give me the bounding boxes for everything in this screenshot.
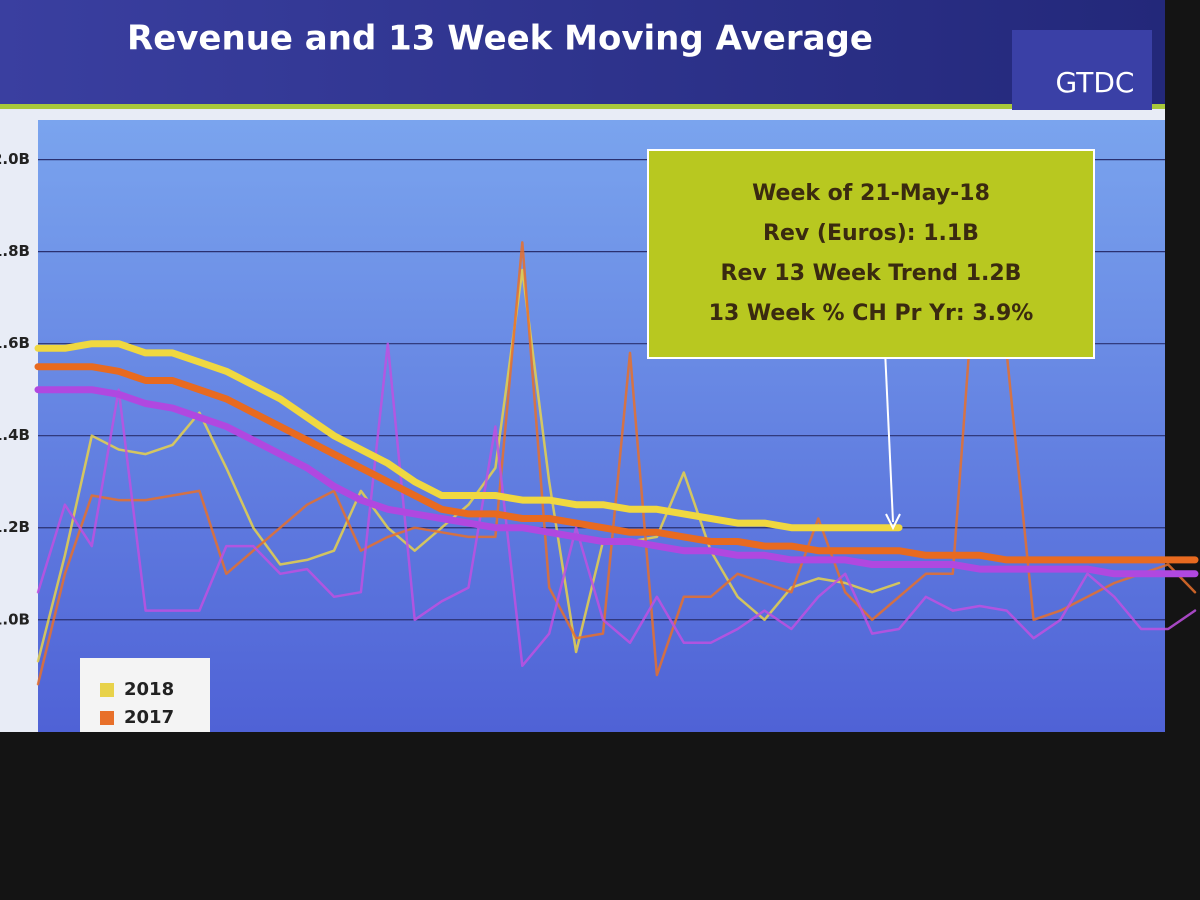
logo-box	[1012, 30, 1152, 110]
legend-swatch	[100, 683, 114, 697]
annotation-box	[647, 149, 1095, 359]
legend: 2018 2017	[80, 658, 210, 732]
annotation: Week of 21-May-18 Rev (Euros): 1.1B Rev …	[647, 149, 1095, 531]
legend-label: 2017	[124, 707, 174, 728]
y-tick-label: 1.8B	[0, 242, 30, 260]
legend-swatch	[100, 711, 114, 725]
annotation-arrowhead	[885, 513, 901, 531]
series-line	[36, 342, 1197, 668]
y-tick-label: 2.0B	[0, 150, 30, 168]
series-line	[36, 268, 901, 663]
title-rule	[0, 104, 1165, 109]
y-tick-label: 1.4B	[0, 426, 30, 444]
series-line	[34, 363, 1199, 564]
title-band	[0, 0, 1165, 108]
legend-label: 2018	[124, 679, 174, 700]
y-tick-label: 1.6B	[0, 334, 30, 352]
annotation-line: Week of 21-May-18	[752, 181, 990, 206]
annotation-line: Rev (Euros): 1.1B	[763, 221, 979, 246]
series-line	[34, 386, 1199, 578]
y-tick-label: 1.0B	[0, 610, 30, 628]
chart-title: Revenue and 13 Week Moving Average	[127, 19, 873, 59]
annotation-line: Rev 13 Week Trend 1.2B	[721, 261, 1022, 286]
y-tick-label: 1.2B	[0, 518, 30, 536]
lines	[34, 204, 1199, 686]
annotation-arrow	[884, 349, 894, 523]
logo: GTDC	[1056, 66, 1135, 99]
series-line	[34, 340, 903, 532]
annotation-line: 13 Week % CH Pr Yr: 3.9%	[709, 301, 1034, 326]
